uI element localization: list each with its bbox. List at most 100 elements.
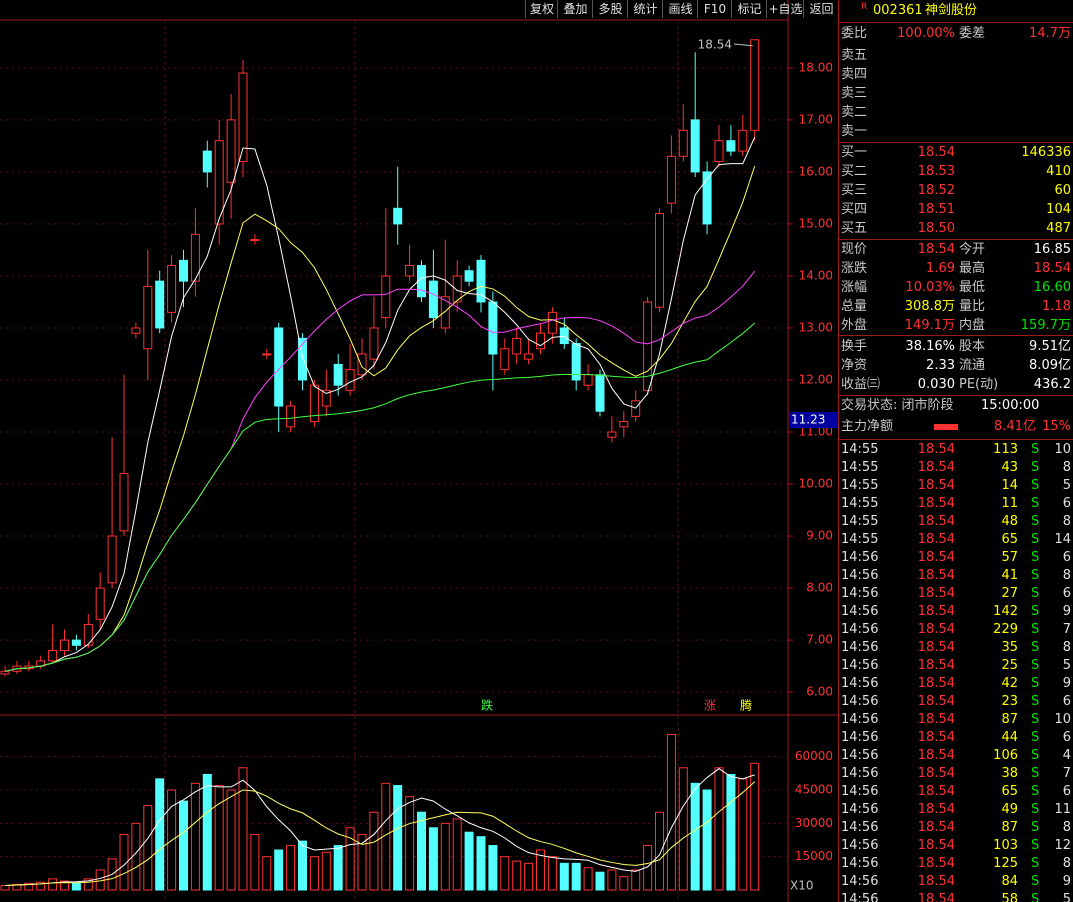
y-tick-label: 8.00	[806, 581, 833, 595]
volume-bar	[440, 822, 450, 891]
candle-body	[559, 327, 569, 345]
stat-value: 9.51亿	[1029, 339, 1071, 354]
volume-bar	[60, 880, 69, 891]
volume-bar	[583, 867, 593, 891]
trade-volume: 229	[993, 622, 1018, 637]
moving-average	[4, 136, 756, 672]
main-force-bar	[934, 424, 958, 430]
trade-time: 14:56	[841, 856, 879, 871]
status-label: 交易状态: 闭市阶段	[841, 398, 954, 413]
bid-volume: 60	[1054, 183, 1071, 198]
volume-bar	[512, 860, 522, 891]
volume-bar	[595, 871, 605, 891]
toolbar-button[interactable]: 统计	[627, 0, 663, 18]
toolbar-button[interactable]: 叠加	[557, 0, 593, 18]
candle-body	[678, 129, 688, 157]
ask-label: 卖五	[841, 48, 868, 63]
trade-time: 14:56	[841, 658, 879, 673]
vol-tick-label: 45000	[795, 783, 833, 797]
volume-bar	[381, 782, 391, 891]
trade-time: 14:56	[841, 568, 879, 583]
trade-count: 5	[1062, 658, 1071, 673]
bid-price: 18.51	[917, 202, 955, 217]
trade-time: 14:56	[841, 892, 879, 902]
trade-count: 6	[1062, 730, 1071, 745]
trade-time: 14:56	[841, 712, 879, 727]
trade-volume: 43	[1001, 460, 1018, 475]
trade-time: 14:56	[841, 748, 879, 763]
stat-value: 308.8万	[904, 299, 955, 314]
vol-tick-label: 60000	[795, 749, 833, 763]
trade-side: S	[1031, 460, 1040, 475]
trade-volume: 113	[993, 442, 1018, 457]
candle-body	[464, 270, 474, 282]
trade-side: S	[1031, 730, 1040, 745]
trade-count: 8	[1062, 568, 1071, 583]
candle-body	[274, 327, 284, 407]
toolbar-button[interactable]: +自选	[766, 0, 804, 18]
volume-bar	[547, 856, 557, 891]
volume-bar	[476, 836, 486, 891]
candle-body	[643, 301, 653, 391]
stat-label: 股本	[959, 339, 986, 354]
trade-time: 14:56	[841, 802, 879, 817]
last-price-label: 18.54	[698, 38, 732, 52]
volume-bar	[119, 833, 129, 891]
trade-time: 14:55	[841, 532, 879, 547]
y-tick-label: 15.00	[799, 216, 833, 230]
toolbar-button[interactable]: 返回	[803, 0, 839, 18]
trade-count: 8	[1062, 514, 1071, 529]
trade-price: 18.54	[917, 568, 955, 583]
status-time: 15:00:00	[981, 398, 1040, 413]
stat-value: 159.7万	[1020, 318, 1071, 333]
volume-bar	[190, 782, 200, 891]
signal-label: 跌	[481, 698, 493, 713]
trade-price: 18.54	[917, 784, 955, 799]
candle-body	[393, 207, 403, 225]
stat-value: 10.03%	[905, 280, 955, 295]
trade-price: 18.54	[917, 838, 955, 853]
volume-bar	[71, 882, 81, 891]
volume-bar	[202, 773, 212, 891]
trade-time: 14:55	[841, 496, 879, 511]
trade-side: S	[1031, 820, 1040, 835]
toolbar-button[interactable]: 复权	[525, 0, 558, 18]
trade-price: 18.54	[917, 748, 955, 763]
stat-value: 149.1万	[904, 318, 955, 333]
candle-body	[143, 285, 153, 350]
trade-count: 9	[1062, 874, 1071, 889]
trade-price: 18.54	[917, 532, 955, 547]
volume-bar	[405, 796, 415, 891]
cursor-box	[789, 412, 837, 429]
volume-bar	[417, 811, 426, 891]
separator	[838, 142, 1073, 143]
volume-bar	[286, 845, 296, 891]
toolbar-button[interactable]: F10	[697, 0, 732, 18]
volume-bar	[607, 869, 617, 891]
volume-bar	[214, 785, 224, 891]
y-tick-label: 13.00	[799, 320, 833, 334]
trade-side: S	[1031, 892, 1040, 902]
volume-bar	[0, 885, 10, 891]
trade-price: 18.54	[917, 622, 955, 637]
trade-price: 18.54	[917, 712, 955, 727]
toolbar-button[interactable]: 画线	[662, 0, 698, 18]
toolbar-button[interactable]: 标记	[731, 0, 767, 18]
label: 委比	[841, 26, 868, 41]
trade-side: S	[1031, 766, 1040, 781]
toolbar-button[interactable]: 多股	[592, 0, 628, 18]
trade-side: S	[1031, 712, 1040, 727]
trade-count: 8	[1062, 856, 1071, 871]
signal-label: 腾	[740, 698, 752, 713]
separator	[838, 395, 1073, 396]
candle-body	[357, 353, 367, 376]
trade-volume: 142	[993, 604, 1018, 619]
trade-price: 18.54	[917, 658, 955, 673]
separator	[838, 335, 1073, 336]
candle-body	[524, 353, 534, 360]
bid-volume: 104	[1046, 202, 1071, 217]
stat-label: 现价	[841, 242, 868, 257]
candle-body	[702, 171, 712, 225]
vol-tick-label: 15000	[795, 849, 833, 863]
